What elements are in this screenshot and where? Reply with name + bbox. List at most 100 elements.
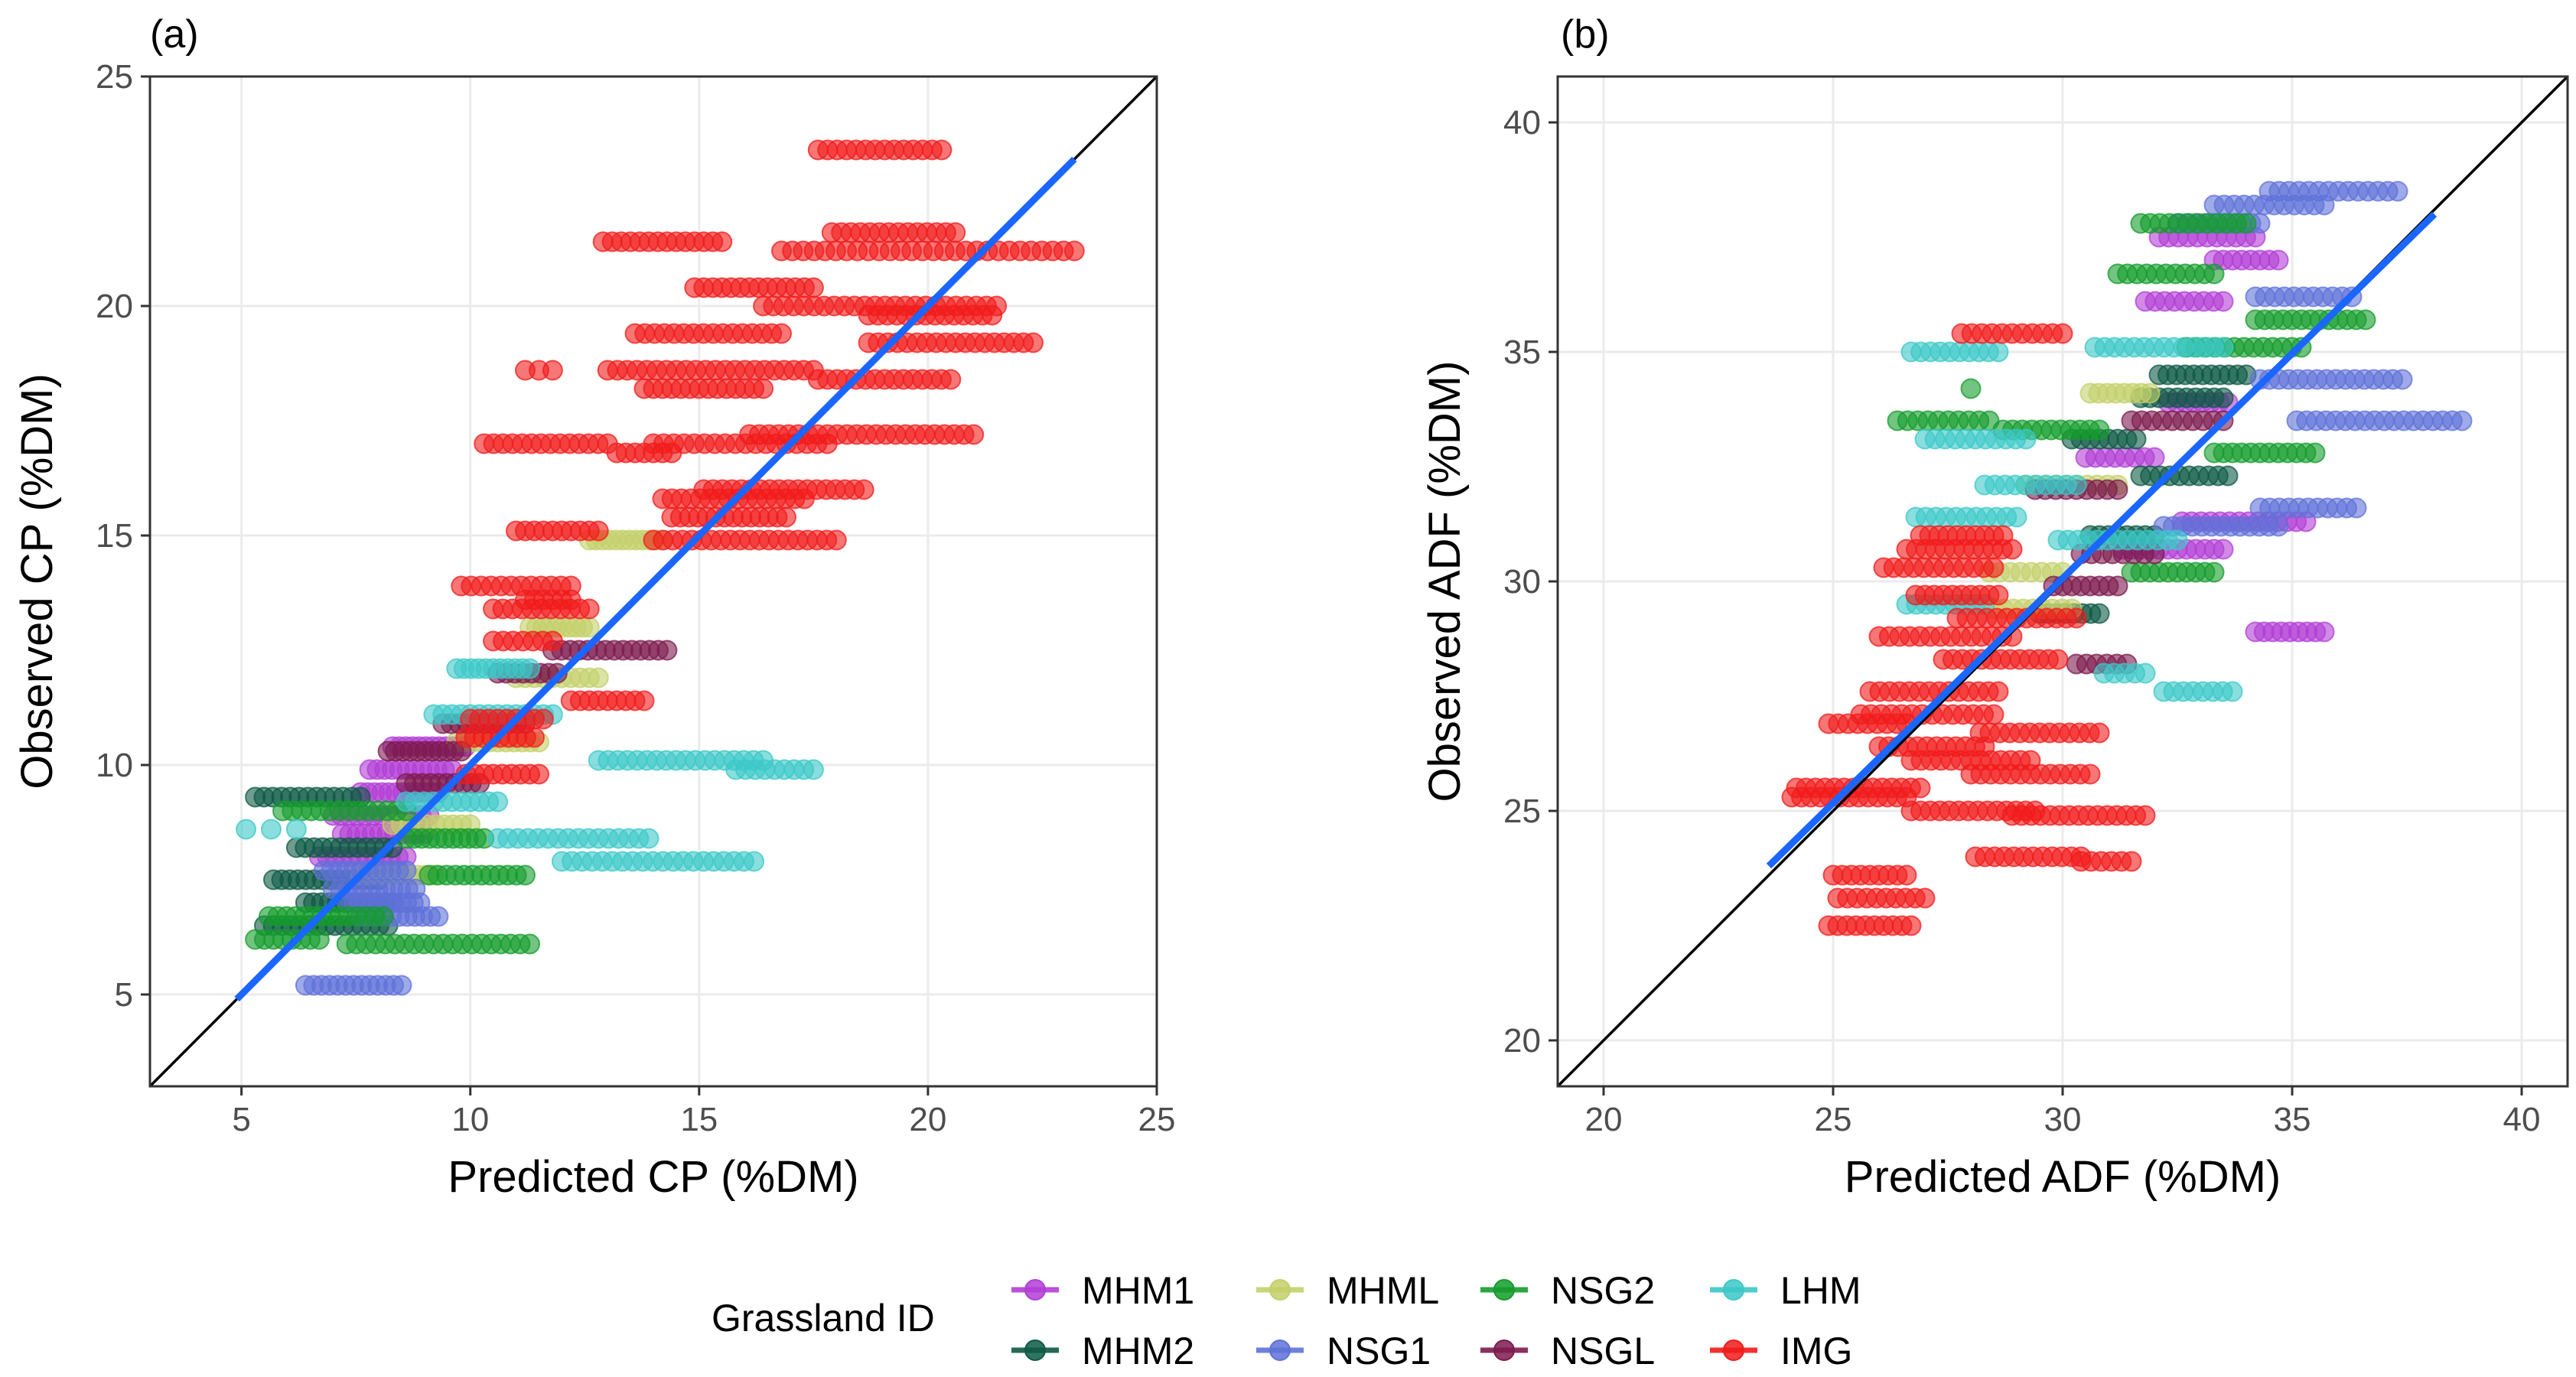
legend-label: LHM bbox=[1780, 1269, 1861, 1312]
data-point bbox=[656, 640, 678, 661]
data-point bbox=[236, 819, 257, 840]
legend-label: NSGL bbox=[1551, 1330, 1655, 1372]
y-axis-title: Observed CP (%DM) bbox=[12, 373, 62, 789]
legend-key-point bbox=[1269, 1340, 1291, 1361]
data-point bbox=[391, 975, 412, 996]
x-tick-label: 30 bbox=[2044, 1101, 2082, 1138]
data-point bbox=[2135, 805, 2156, 826]
data-point bbox=[853, 479, 874, 500]
data-point bbox=[2213, 337, 2234, 358]
data-point bbox=[2006, 506, 2027, 528]
data-point bbox=[2222, 681, 2243, 702]
data-point bbox=[2066, 607, 2087, 629]
data-point bbox=[776, 506, 796, 528]
panel-b: 20 25 30 35 40 20 25 30 35 40 Predicted ADF (%DM) O… bbox=[1420, 12, 2569, 1202]
legend-item-nsg2: NSG2 bbox=[1480, 1269, 1655, 1312]
data-point bbox=[2089, 419, 2110, 441]
data-point bbox=[2144, 447, 2165, 468]
data-point bbox=[578, 617, 600, 638]
y-tick-label: 40 bbox=[1503, 104, 1541, 142]
legend-label: MHM2 bbox=[1082, 1330, 1194, 1372]
data-point bbox=[2203, 562, 2225, 583]
data-point bbox=[588, 520, 609, 542]
data-point bbox=[308, 929, 330, 950]
data-point bbox=[2213, 387, 2234, 409]
legend-key-point bbox=[1269, 1279, 1291, 1300]
panel-border bbox=[148, 75, 1158, 1088]
data-point bbox=[2387, 181, 2408, 202]
legend-label: MHM1 bbox=[1082, 1269, 1194, 1312]
data-point bbox=[542, 630, 563, 652]
legend: Grassland ID MHM1 MHM2 MHML NSG1 NSG2 NSGL LHM… bbox=[712, 1269, 1861, 1372]
data-point bbox=[1983, 704, 2004, 725]
data-point bbox=[2346, 497, 2367, 519]
data-point bbox=[2066, 474, 2087, 496]
legend-key-point bbox=[1723, 1340, 1744, 1361]
data-point bbox=[515, 864, 536, 886]
data-point bbox=[1900, 915, 1922, 936]
data-point bbox=[1896, 864, 1917, 886]
data-point bbox=[2135, 662, 2156, 684]
data-point bbox=[2047, 649, 2069, 670]
data-point bbox=[588, 667, 609, 688]
data-point bbox=[638, 828, 659, 849]
series-nsg2 bbox=[245, 800, 540, 955]
legend-key-point bbox=[1723, 1279, 1744, 1300]
legend-item-mhm1: MHM1 bbox=[1011, 1269, 1194, 1312]
y-tick-label: 15 bbox=[96, 517, 133, 555]
legend-item-lhm: LHM bbox=[1710, 1269, 1861, 1312]
data-point bbox=[712, 231, 733, 252]
data-point bbox=[524, 727, 545, 748]
data-point bbox=[487, 791, 509, 812]
legend-key-point bbox=[1493, 1279, 1515, 1300]
data-point bbox=[2203, 263, 2225, 285]
series-img bbox=[1781, 323, 2156, 936]
data-point bbox=[2089, 722, 2110, 744]
data-point bbox=[2304, 442, 2326, 464]
x-tick-label: 15 bbox=[680, 1101, 718, 1138]
y-tick-label: 30 bbox=[1503, 563, 1541, 601]
data-point bbox=[793, 488, 815, 509]
x-tick-label: 25 bbox=[1815, 1101, 1852, 1138]
data-point bbox=[2079, 763, 2101, 785]
data-point bbox=[2121, 851, 2142, 872]
data-point bbox=[2052, 323, 2073, 344]
regression-line bbox=[234, 156, 1077, 1002]
data-point bbox=[2314, 621, 2335, 643]
legend-label: MHML bbox=[1327, 1269, 1439, 1312]
data-point bbox=[2268, 516, 2289, 537]
data-point bbox=[2268, 249, 2289, 271]
x-axis-title: Predicted CP (%DM) bbox=[448, 1152, 858, 1202]
data-point bbox=[2089, 603, 2110, 624]
data-point bbox=[1983, 557, 2004, 578]
data-point bbox=[963, 424, 985, 445]
x-tick-label: 25 bbox=[1138, 1101, 1176, 1138]
y-tick-label: 5 bbox=[115, 976, 133, 1014]
data-point bbox=[826, 529, 847, 551]
data-point bbox=[2107, 575, 2128, 597]
data-point bbox=[771, 323, 792, 344]
plot-area bbox=[1558, 76, 2568, 1086]
legend-key-point bbox=[1024, 1279, 1046, 1300]
data-point bbox=[2213, 539, 2234, 560]
data-point bbox=[1914, 887, 1936, 909]
data-point bbox=[396, 860, 417, 881]
data-point bbox=[578, 598, 600, 620]
data-point bbox=[803, 759, 824, 780]
data-point bbox=[982, 304, 1003, 326]
plot-area bbox=[150, 76, 1157, 1086]
data-point bbox=[1988, 681, 2009, 702]
data-point bbox=[2392, 369, 2413, 390]
data-point bbox=[2001, 539, 2023, 560]
panel-tag: (a) bbox=[150, 12, 199, 57]
data-point bbox=[519, 933, 540, 955]
legend-item-mhm2: MHM2 bbox=[1011, 1330, 1194, 1372]
regression-line bbox=[1766, 211, 2438, 869]
legend-key-point bbox=[1024, 1340, 1046, 1361]
legend-title: Grassland ID bbox=[712, 1297, 935, 1340]
data-point bbox=[2355, 309, 2376, 330]
y-tick-label: 10 bbox=[96, 747, 133, 784]
data-point bbox=[744, 851, 765, 872]
data-point bbox=[2451, 410, 2473, 431]
panel-tag: (b) bbox=[1561, 12, 1610, 57]
